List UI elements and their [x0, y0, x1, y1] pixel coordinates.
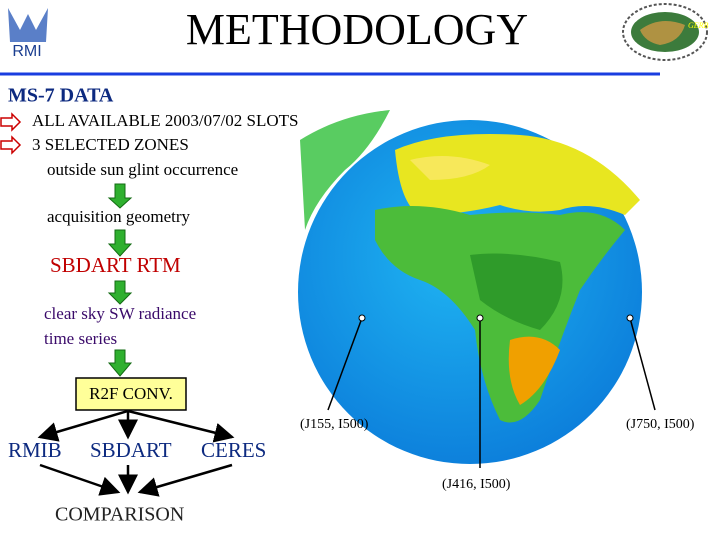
conversion-box [75, 377, 187, 411]
flow-step: SBDART RTM [50, 253, 181, 277]
point-markers [358, 314, 634, 322]
point-label: (J155, I500) [300, 417, 369, 432]
gerb-logo: GERB [622, 3, 709, 61]
radiance-text: time series [44, 329, 117, 348]
flow-step: outside sun glint occurrence [47, 160, 238, 179]
conversion-label: R2F CONV. [89, 384, 173, 403]
flow-step: acquisition geometry [47, 207, 191, 226]
logo-text: GERB [688, 21, 709, 30]
flow-arrows [107, 183, 133, 377]
rmi-logo: RMI [8, 8, 48, 60]
point-label: (J416, I500) [442, 477, 511, 492]
result: COMPARISON [55, 504, 184, 526]
slide-title: METHODOLOGY [186, 5, 528, 54]
bullet: 3 SELECTED ZONES [32, 135, 189, 154]
output: SBDART [90, 438, 172, 462]
globe [298, 110, 642, 464]
bullet-arrows [0, 112, 22, 155]
output: RMIB [8, 438, 62, 462]
point-label: (J750, I500) [626, 417, 695, 432]
bullet: ALL AVAILABLE 2003/07/02 SLOTS [32, 111, 299, 130]
radiance-text: clear sky SW radiance [44, 304, 196, 323]
output: CERES [201, 438, 266, 462]
logo-text: RMI [12, 43, 41, 60]
section-title: MS-7 DATA [8, 85, 114, 107]
point-leaders [327, 317, 656, 468]
branch-arrows [37, 409, 235, 497]
